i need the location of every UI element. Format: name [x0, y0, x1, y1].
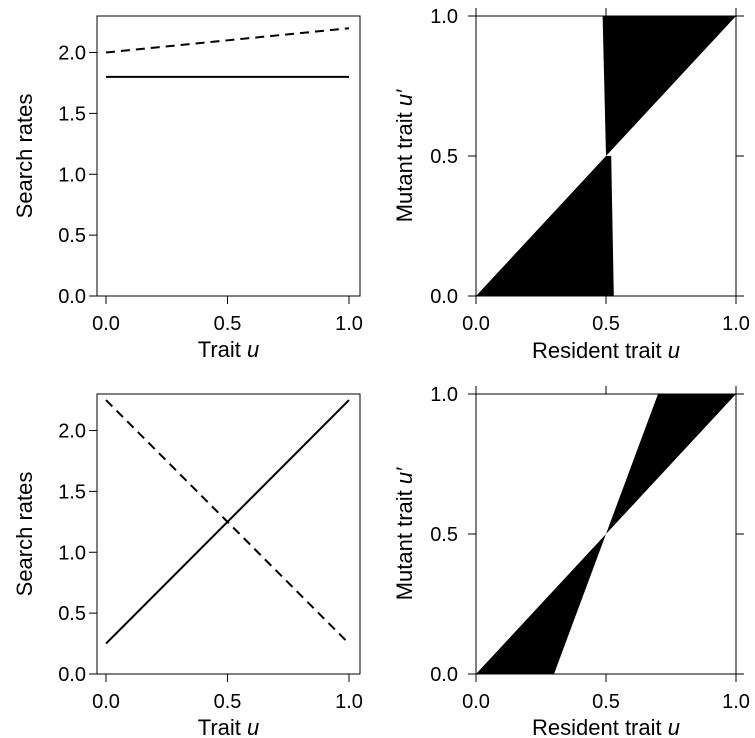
y-axis-label: Mutant trait u′ — [392, 89, 417, 222]
panel-bottom-right: 0.0 0.5 1.0 0.0 0.5 1.0 Resident trait u Mutant… — [392, 384, 750, 738]
plot-frame — [96, 393, 361, 675]
y-axis-label: Search rates — [12, 472, 37, 597]
x-axis-label: Resident trait u — [532, 715, 680, 738]
invasion-region-1 — [476, 156, 614, 296]
x-tick-label: 1.0 — [722, 691, 750, 713]
x-tick-label: 0.0 — [462, 691, 490, 713]
y-tick-label: 1.5 — [58, 103, 86, 125]
x-tick-label: 0.5 — [214, 691, 242, 713]
y-tick-label: 0.0 — [58, 664, 86, 686]
x-tick-label: 1.0 — [722, 313, 750, 335]
x-axis-label: Trait u — [198, 715, 260, 738]
dashed-series-line — [105, 399, 350, 645]
x-tick-label: 1.0 — [335, 313, 363, 335]
x-tick-label: 0.0 — [462, 313, 490, 335]
y-tick-label: 0.5 — [58, 225, 86, 247]
panel-top-right: 0.0 0.5 1.0 0.0 0.5 1.0 Resident trait u Mutant… — [392, 6, 750, 363]
y-tick-label: 1.0 — [58, 164, 86, 186]
x-tick-label: 0.0 — [92, 691, 120, 713]
y-tick-label: 1.0 — [430, 6, 458, 28]
invasion-region-1 — [476, 534, 606, 674]
y-tick-label: 0.0 — [58, 286, 86, 308]
y-tick-label: 0.0 — [430, 664, 458, 686]
panel-bottom-left: 0.0 0.5 1.0 0.0 0.5 1.0 1.5 2.0 Trait u Search ra… — [12, 393, 363, 738]
y-tick-label: 2.0 — [58, 421, 86, 443]
x-tick-label: 0.5 — [592, 691, 620, 713]
y-tick-label: 1.5 — [58, 481, 86, 503]
panel-top-left: 0.0 0.5 1.0 0.0 0.5 1.0 1.5 2.0 Trait u Search ra… — [12, 15, 363, 362]
plot-frame — [96, 15, 361, 297]
y-tick-label: 1.0 — [430, 384, 458, 406]
y-tick-label: 0.5 — [58, 603, 86, 625]
x-tick-label: 1.0 — [335, 691, 363, 713]
y-tick-label: 0.0 — [430, 286, 458, 308]
x-tick-label: 0.0 — [92, 313, 120, 335]
x-tick-label: 0.5 — [592, 313, 620, 335]
y-tick-label: 2.0 — [58, 43, 86, 65]
y-tick-label: 0.5 — [430, 146, 458, 168]
dashed-series-line — [105, 27, 350, 54]
y-axis-label: Search rates — [12, 94, 37, 219]
x-tick-label: 0.5 — [214, 313, 242, 335]
y-axis-label: Mutant trait u′ — [392, 467, 417, 600]
y-tick-label: 1.0 — [58, 542, 86, 564]
invasion-region-2 — [602, 16, 736, 156]
y-tick-label: 0.5 — [430, 524, 458, 546]
x-axis-label: Resident trait u — [532, 338, 680, 363]
x-axis-label: Trait u — [198, 337, 260, 362]
invasion-region-2 — [606, 394, 736, 534]
